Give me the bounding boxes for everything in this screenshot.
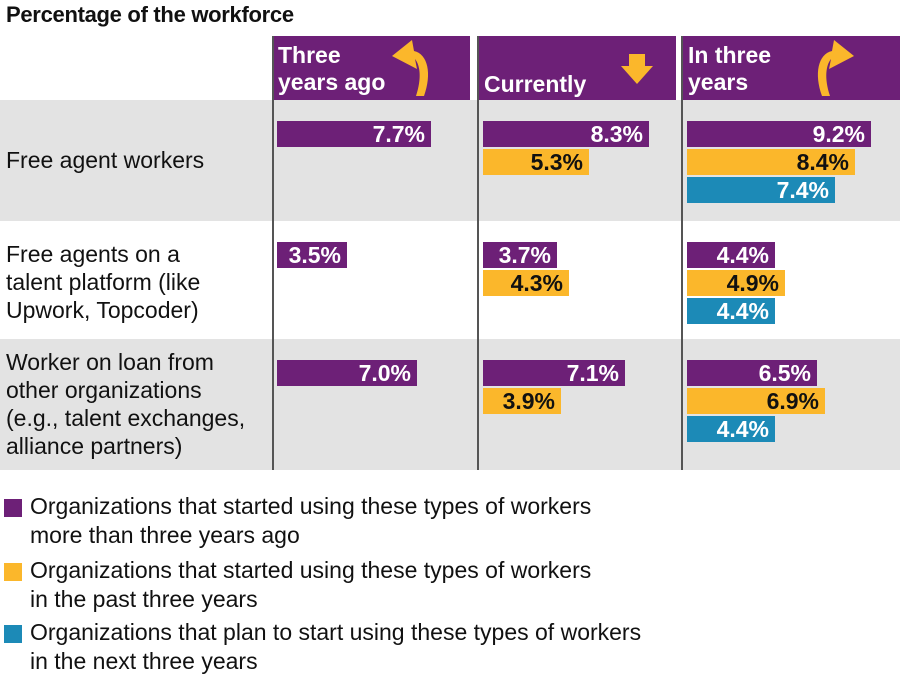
legend-label: Organizations that plan to start using t… — [30, 618, 890, 676]
bar: 3.7% — [483, 242, 557, 268]
bar: 8.3% — [483, 121, 649, 147]
row-label-line: alliance partners) — [6, 433, 183, 459]
curved-arrow-up-right-icon — [817, 40, 854, 96]
row-label-line: Worker on loan from — [6, 349, 214, 375]
column-header-line: In three — [688, 42, 772, 68]
legend-label-line: Organizations that started using these t… — [30, 557, 592, 583]
row-label: Worker on loan from other organizations (e… — [6, 348, 245, 460]
curved-arrow-up-left-icon — [392, 40, 429, 96]
column-divider — [477, 36, 479, 470]
bar: 4.3% — [483, 270, 569, 296]
arrow-down-icon — [621, 54, 653, 84]
row-label-line: Upwork, Topcoder) — [6, 297, 199, 323]
legend-label: Organizations that started using these t… — [30, 556, 890, 614]
bar: 9.2% — [687, 121, 871, 147]
legend-label-line: in the next three years — [30, 648, 258, 674]
column-header-label: In three years — [688, 42, 771, 96]
column-header: Three years ago — [272, 36, 470, 100]
row-label: Free agent workers — [6, 146, 204, 174]
column-header: Currently — [478, 36, 676, 100]
row-label-line: Free agent workers — [6, 147, 205, 173]
row-label-line: talent platform (like — [6, 269, 201, 295]
legend-swatch — [4, 625, 22, 643]
column-header-line: years — [688, 69, 749, 95]
bar: 3.9% — [483, 388, 561, 414]
legend-label-line: Organizations that plan to start using t… — [30, 619, 642, 645]
column-header-line: Three — [278, 42, 341, 68]
row-label-line: other organizations — [6, 377, 202, 403]
bar: 4.9% — [687, 270, 785, 296]
row-label: Free agents on a talent platform (like Upw… — [6, 240, 200, 324]
column-header: In three years — [682, 36, 900, 100]
bar: 7.1% — [483, 360, 625, 386]
bar: 8.4% — [687, 149, 855, 175]
bar: 4.4% — [687, 242, 775, 268]
legend-label-line: more than three years ago — [30, 522, 300, 548]
column-header-label: Currently — [484, 71, 586, 98]
column-header-line: Currently — [484, 71, 587, 97]
bar: 6.5% — [687, 360, 817, 386]
legend-swatch — [4, 499, 22, 517]
bar: 7.7% — [277, 121, 431, 147]
bar: 7.4% — [687, 177, 835, 203]
bar: 6.9% — [687, 388, 825, 414]
legend-swatch — [4, 563, 22, 581]
bar: 3.5% — [277, 242, 347, 268]
bar: 5.3% — [483, 149, 589, 175]
bar: 7.0% — [277, 360, 417, 386]
legend-label-line: in the past three years — [30, 586, 258, 612]
bar: 4.4% — [687, 416, 775, 442]
column-header-line: years ago — [278, 69, 386, 95]
legend-label-line: Organizations that started using these t… — [30, 493, 592, 519]
column-divider — [681, 36, 683, 470]
chart-title: Percentage of the workforce — [6, 2, 294, 27]
legend-label: Organizations that started using these t… — [30, 492, 890, 550]
column-header-label: Three years ago — [278, 42, 385, 96]
bar: 4.4% — [687, 298, 775, 324]
row-label-line: (e.g., talent exchanges, — [6, 405, 246, 431]
column-divider — [272, 36, 274, 470]
row-label-line: Free agents on a — [6, 241, 180, 267]
